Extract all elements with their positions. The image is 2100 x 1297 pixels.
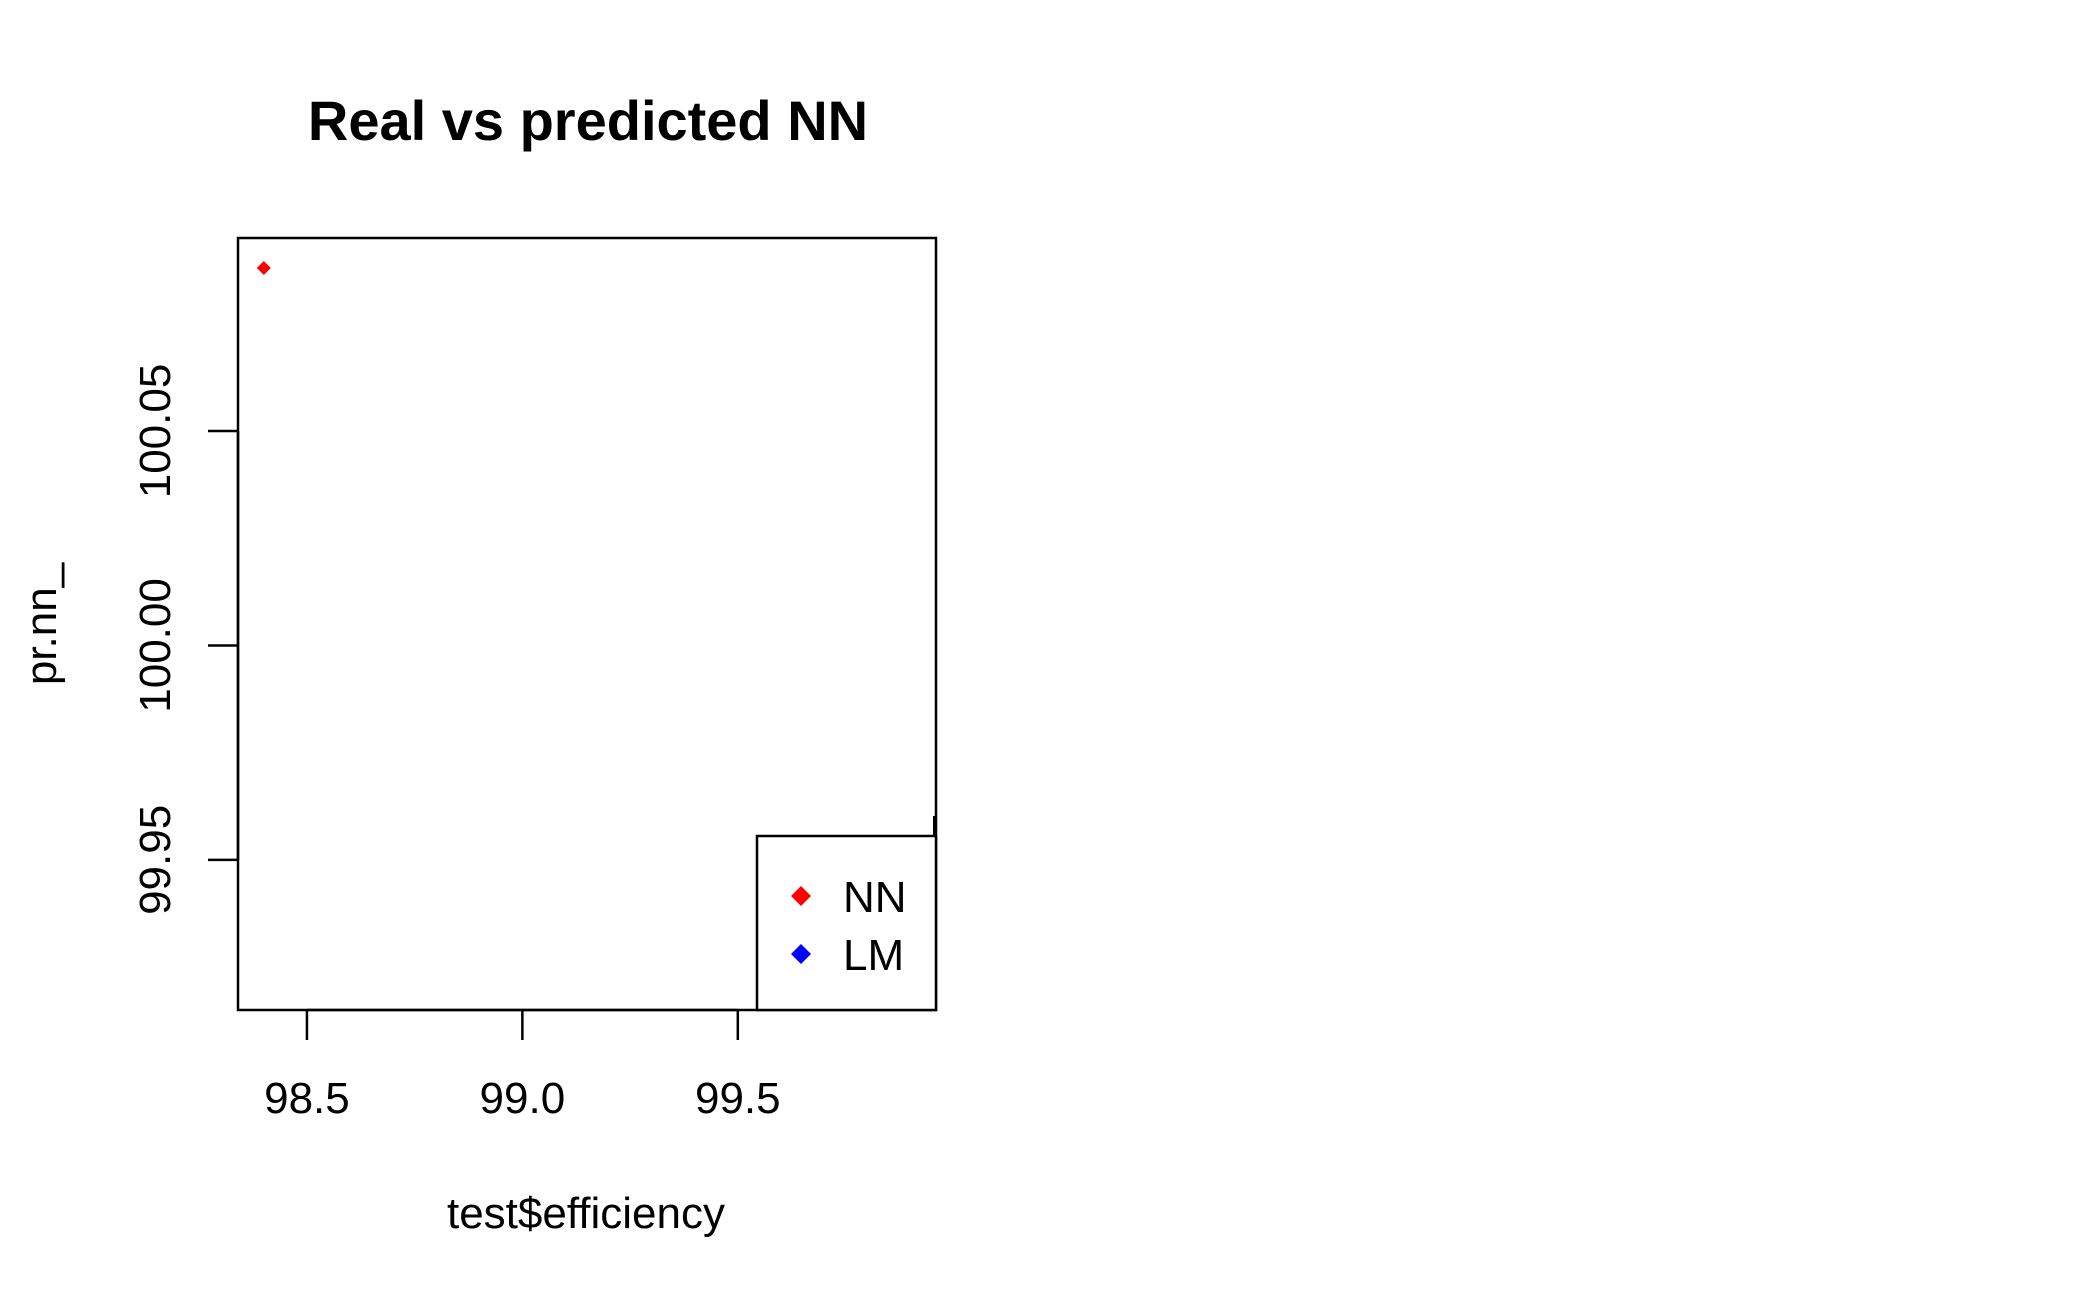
- x-tick-label: 99.0: [480, 1074, 566, 1123]
- y-tick-label: 100.05: [131, 364, 180, 499]
- y-tick-label: 100.00: [131, 578, 180, 713]
- x-axis-label: test$efficiency: [447, 1189, 725, 1238]
- data-point-nn: [256, 261, 271, 276]
- legend-marker-lm: [791, 944, 811, 964]
- legend-marker-nn: [791, 886, 811, 906]
- chart-title: Real vs predicted NN: [308, 89, 868, 152]
- legend-box: [755, 834, 938, 1012]
- offscreen-point-marker: [933, 816, 936, 836]
- y-axis: 99.95 100.00 100.05: [131, 364, 240, 915]
- y-tick-label: 99.95: [131, 805, 180, 915]
- legend: NN LM: [755, 834, 938, 1012]
- legend-label-lm: LM: [843, 931, 904, 980]
- x-tick-label: 99.5: [695, 1074, 781, 1123]
- legend-label-nn: NN: [843, 873, 907, 922]
- x-tick-label: 98.5: [264, 1074, 350, 1123]
- x-axis: 98.5 99.0 99.5: [264, 1008, 781, 1123]
- data-points: [256, 261, 271, 276]
- y-axis-label: pr.nn_: [17, 562, 66, 685]
